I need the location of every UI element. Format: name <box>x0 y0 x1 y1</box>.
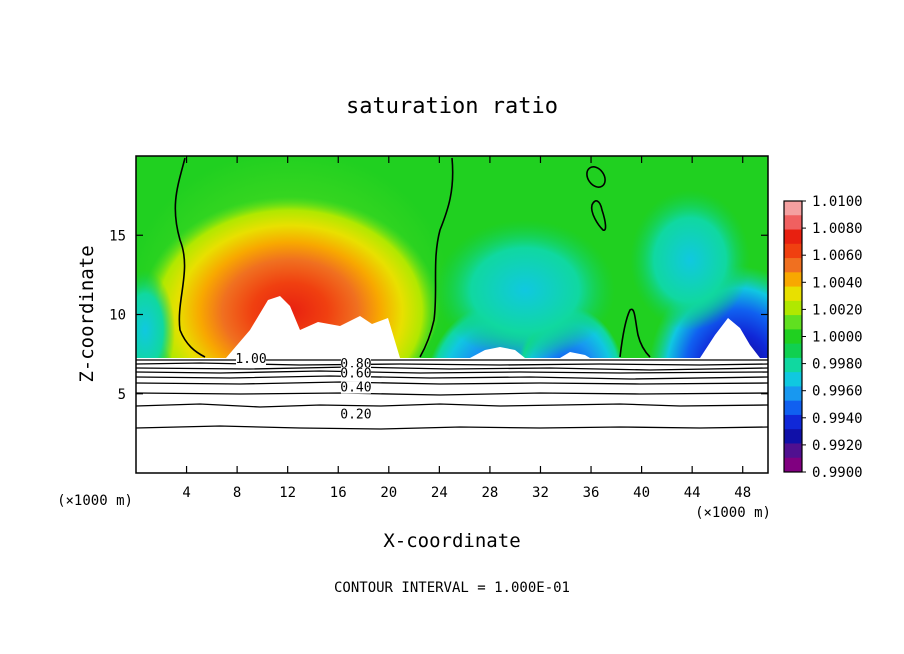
colorbar-swatch <box>784 229 802 245</box>
colorbar-label: 1.0100 <box>812 194 863 210</box>
colorbar-label: 0.9900 <box>812 465 863 481</box>
x-tick-label: 36 <box>583 485 600 501</box>
x-tick-label: 12 <box>279 485 296 501</box>
contour-label-bg <box>340 357 371 370</box>
contour-interval-footer: CONTOUR INTERVAL = 1.000E-01 <box>334 580 570 596</box>
x-tick-label: 4 <box>182 485 190 501</box>
colorbar-swatch <box>784 372 802 387</box>
colorbar-label: 0.9920 <box>812 438 863 454</box>
y-axis-label: Z-coordinate <box>76 245 98 382</box>
y-tick-label: 15 <box>109 228 126 244</box>
colorbar-swatch <box>784 357 802 373</box>
colorbar-swatch <box>784 400 802 416</box>
contour-label-bg <box>236 353 267 366</box>
contour-label: 0.60 <box>340 366 371 381</box>
colorbar-swatch <box>784 414 802 430</box>
chart-title: saturation ratio <box>346 94 558 119</box>
colorbar-label: 0.9980 <box>812 357 863 373</box>
contour-label-bg <box>340 367 371 380</box>
x-tick-label: 48 <box>734 485 751 501</box>
colorbar-label: 1.0060 <box>812 248 863 264</box>
colorbar-label: 1.0020 <box>812 302 863 318</box>
x-tick-label: 16 <box>330 485 347 501</box>
y-tick-label: 10 <box>109 308 126 324</box>
colorbar-label: 1.0080 <box>812 221 863 237</box>
x-tick-label: 28 <box>481 485 498 501</box>
colorbar-label: 1.0000 <box>812 330 863 346</box>
colorbar-swatch <box>784 343 802 359</box>
colorbar-swatch <box>784 258 802 273</box>
colorbar-swatch <box>784 201 802 216</box>
colorbar-swatch <box>784 443 802 459</box>
colorbar-label: 0.9960 <box>812 384 863 400</box>
y-axis: 5 10 15 <box>109 228 768 403</box>
contour-labels: 1.00 0.800.600.400.20 <box>235 352 371 422</box>
contour-lines <box>136 359 768 430</box>
colorbar-swatch <box>784 286 802 302</box>
y-tick-label: 5 <box>118 387 126 403</box>
contour-label: 0.20 <box>340 408 371 423</box>
x-axis: 4 8 12 16 20 24 28 32 36 40 44 48 <box>182 156 751 501</box>
x-tick-label: 44 <box>684 485 701 501</box>
colorbar-swatch <box>784 429 802 444</box>
x-unit-label: (×1000 m) <box>695 505 771 521</box>
x-tick-label: 8 <box>233 485 241 501</box>
colorbar-swatch <box>784 315 802 330</box>
contour-label: 1.00 <box>235 352 266 367</box>
colorbar-swatch <box>784 215 802 231</box>
contour-label-bg <box>340 408 371 421</box>
colorbar: 1.0100 1.0080 1.0060 1.0040 1.0020 1.0000 0.99… <box>783 194 863 481</box>
contour-label: 0.40 <box>340 381 371 396</box>
colorbar-swatch <box>784 457 802 473</box>
colorbar-swatch <box>784 243 802 259</box>
y-unit-label: (×1000 m) <box>57 493 133 509</box>
saturation-field <box>136 156 768 473</box>
colorbar-label: 0.9940 <box>812 411 863 427</box>
colorbar-swatch <box>784 272 802 288</box>
colorbar-swatch <box>784 386 802 402</box>
x-tick-label: 20 <box>380 485 397 501</box>
colorbar-label: 1.0040 <box>812 275 863 291</box>
x-tick-label: 40 <box>633 485 650 501</box>
colorbar-swatch <box>784 300 802 316</box>
x-tick-label: 24 <box>431 485 448 501</box>
x-tick-label: 32 <box>532 485 549 501</box>
x-axis-label: X-coordinate <box>383 530 520 552</box>
colorbar-swatch <box>784 329 802 345</box>
contour-label-bg <box>340 381 371 394</box>
